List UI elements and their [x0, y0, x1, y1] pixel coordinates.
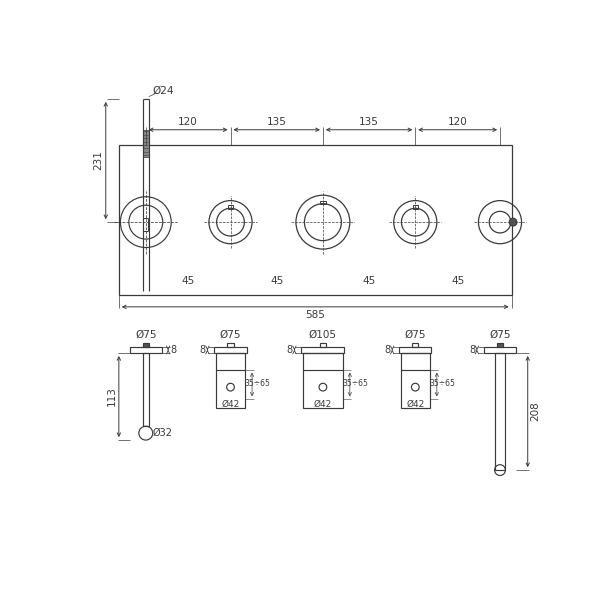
Text: 35÷65: 35÷65: [430, 379, 455, 388]
Bar: [303, 353, 343, 409]
Text: Ø42: Ø42: [314, 400, 332, 409]
Text: Ø75: Ø75: [404, 329, 426, 340]
Text: 45: 45: [182, 277, 195, 286]
Text: 8: 8: [287, 345, 293, 355]
Text: 208: 208: [530, 401, 541, 421]
Bar: [412, 343, 418, 347]
Text: 8: 8: [469, 345, 475, 355]
Bar: [494, 353, 505, 470]
Text: 45: 45: [270, 277, 283, 286]
Text: 231: 231: [93, 151, 103, 170]
Text: Ø75: Ø75: [220, 329, 241, 340]
Circle shape: [509, 218, 517, 226]
Text: 45: 45: [451, 277, 464, 286]
Bar: [143, 353, 149, 426]
Bar: [301, 347, 344, 353]
Text: 135: 135: [359, 117, 379, 127]
Text: Ø105: Ø105: [309, 329, 337, 340]
Text: 35÷65: 35÷65: [245, 379, 271, 388]
Text: Ø42: Ø42: [406, 400, 424, 409]
Text: 8: 8: [170, 345, 176, 355]
Text: 135: 135: [267, 117, 287, 127]
Bar: [214, 347, 247, 353]
Bar: [227, 343, 233, 347]
Text: 35÷65: 35÷65: [343, 379, 368, 388]
Text: Ø24: Ø24: [152, 86, 173, 96]
Bar: [497, 343, 503, 347]
Text: 120: 120: [178, 117, 198, 127]
Text: 8: 8: [200, 345, 206, 355]
Bar: [399, 347, 431, 353]
Bar: [143, 343, 149, 347]
Text: 120: 120: [448, 117, 467, 127]
Bar: [216, 353, 245, 409]
Text: 45: 45: [362, 277, 376, 286]
Text: Ø75: Ø75: [489, 329, 511, 340]
Bar: [413, 205, 418, 209]
Text: 113: 113: [107, 386, 117, 406]
Bar: [119, 145, 512, 295]
Text: 585: 585: [305, 310, 325, 320]
Text: 8: 8: [385, 345, 391, 355]
Text: Ø75: Ø75: [135, 329, 157, 340]
Bar: [401, 353, 430, 409]
Text: Ø32: Ø32: [153, 428, 173, 438]
Bar: [228, 205, 233, 209]
Bar: [143, 130, 149, 157]
Bar: [484, 347, 516, 353]
Bar: [320, 200, 326, 205]
Bar: [320, 343, 326, 347]
Text: Ø42: Ø42: [221, 400, 239, 409]
Bar: [130, 347, 162, 353]
